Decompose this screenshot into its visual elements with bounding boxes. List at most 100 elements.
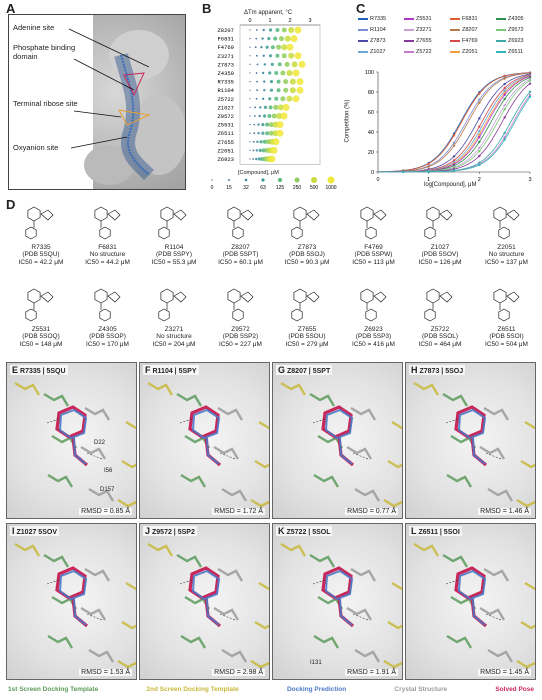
- compound-card: Z2051 No structure IC50 = 137 μM: [474, 202, 540, 266]
- compound-ic50: IC50 = 464 μM: [418, 340, 462, 348]
- pose-rmsd: RMSD = 1.46 Å: [478, 508, 531, 515]
- pose-title: K Z5722 | 5SOL: [276, 526, 333, 536]
- legend-swatch: [404, 51, 414, 53]
- adenine-site-label: Adenine site: [13, 23, 55, 32]
- tm-dot: [258, 114, 261, 118]
- tm-dot: [265, 45, 269, 49]
- tm-dot: [263, 89, 266, 92]
- competition-point: [452, 134, 456, 137]
- panel-letter-b: B: [202, 1, 212, 16]
- legend-label: Z2051: [462, 49, 478, 55]
- compound-ic50: IC50 = 90.3 μM: [284, 258, 330, 266]
- compound-ic50: IC50 = 227 μM: [219, 340, 262, 348]
- size-legend-label: 32: [243, 185, 249, 191]
- compound-ic50: IC50 = 170 μM: [86, 340, 129, 348]
- pose-rmsd: RMSD = 0.77 Å: [345, 508, 398, 515]
- pose-render: [14, 381, 136, 508]
- competition-curve: [378, 78, 531, 173]
- tm-row-label: R7335: [217, 79, 234, 86]
- residue-d157-label: D157: [100, 487, 115, 493]
- compound-card: Z7655 (PDB 5SOU) IC50 = 279 μM: [274, 284, 340, 348]
- competition-point: [528, 79, 532, 82]
- tm-dot: [289, 78, 296, 85]
- tm-dot: [288, 27, 295, 33]
- compound-structure-drawing: [94, 288, 120, 322]
- compound-ic50: IC50 = 113 μM: [352, 258, 395, 266]
- legend-swatch: [358, 18, 368, 20]
- competition-point: [503, 108, 506, 111]
- legend-label: R1104: [370, 27, 386, 33]
- compound-name: R1104: [164, 243, 184, 251]
- compound-name: Z7655: [297, 325, 317, 333]
- docking-pose-panel: I Z1027 5SOV RMSD = 1.53 Å: [6, 523, 137, 680]
- compound-ic50: IC50 = 148 μM: [19, 340, 63, 348]
- panel-letter-d: D: [6, 197, 16, 212]
- legend-swatch: [496, 29, 506, 31]
- legend-swatch: [358, 29, 368, 31]
- compound-card: Z7873 (PDB 5SOJ) IC50 = 90.3 μM: [274, 202, 340, 266]
- compound-card: Z3271 No structure IC50 = 204 μM: [141, 284, 207, 348]
- tm-dot: [280, 70, 286, 76]
- tm-dot: [276, 113, 283, 119]
- competition-point: [503, 138, 506, 141]
- tm-dot: [253, 123, 256, 126]
- pose-compound-pdb: R1104 | 5SPY: [152, 368, 197, 375]
- tm-dot: [275, 53, 280, 58]
- tm-dot: [270, 45, 275, 50]
- tm-dot: [261, 37, 264, 40]
- competition-point: [452, 155, 456, 158]
- size-legend-title: [Compound], μM: [238, 170, 279, 176]
- phosphate-binding-label: Phosphate binding domain: [13, 43, 76, 61]
- competition-panel: R7335 Z5531 F6831 Z4305 R1104 Z3271 Z8207 Z9572…: [345, 10, 540, 190]
- pose-rmsd: RMSD = 0.85 Å: [79, 508, 132, 515]
- size-legend-label: 125: [276, 185, 285, 191]
- tm-dot: [277, 104, 284, 111]
- legend-label: Z6511: [508, 49, 524, 55]
- size-legend-label: 500: [310, 185, 319, 191]
- tm-frame: [239, 24, 321, 165]
- competition-point: [427, 162, 430, 165]
- tm-dot: [274, 71, 279, 75]
- compound-pdb: No structure: [89, 251, 126, 258]
- competition-point: [503, 93, 506, 97]
- compound-card: F6831 No structure IC50 = 44.2 μM: [75, 202, 141, 266]
- tm-row-label: Z9572: [217, 113, 234, 120]
- tm-tick: 0: [248, 18, 251, 24]
- size-legend-dot: [294, 177, 300, 183]
- docking-pose-panel: L Z6511 | 5SOI RMSD = 1.45 Å: [405, 523, 536, 680]
- tm-dot: [249, 158, 251, 160]
- tm-row-label: R1104: [217, 87, 234, 94]
- tm-dot: [252, 140, 255, 143]
- competition-legend-item: Z6511: [496, 49, 523, 55]
- pose-panel-letter: H: [411, 365, 418, 375]
- tm-dot: [262, 114, 267, 118]
- compound-name: Z1027: [430, 243, 450, 251]
- compound-name: F4769: [364, 243, 383, 251]
- tm-dot: [286, 70, 293, 76]
- x-tick-label: 0: [376, 177, 379, 183]
- tm-dot: [272, 138, 280, 146]
- tm-dot: [276, 79, 281, 84]
- competition-point: [478, 117, 481, 120]
- competition-point: [452, 159, 456, 162]
- compound-pdb: (PDB 5SPY): [155, 251, 193, 258]
- compound-pdb: (PDB 5SQU): [22, 251, 60, 258]
- compound-ic50: IC50 = 137 μM: [485, 258, 528, 266]
- tm-dot: [253, 115, 256, 117]
- tm-dot: [292, 95, 300, 103]
- tm-dot: [259, 140, 263, 144]
- tm-dot: [249, 106, 251, 108]
- tm-dot: [267, 114, 272, 118]
- compound-structure-drawing: [25, 288, 54, 322]
- competition-point: [427, 165, 430, 168]
- compound-ic50: IC50 = 416 μM: [352, 340, 395, 348]
- tm-dot: [249, 98, 251, 100]
- tm-row-label: Z4350: [217, 70, 234, 77]
- compound-ic50: IC50 = 42.2 μM: [18, 258, 64, 266]
- tm-dot: [275, 28, 280, 32]
- tm-dot: [298, 60, 306, 68]
- compound-structure-drawing: [424, 206, 453, 240]
- tm-dot: [294, 26, 302, 34]
- tm-dot: [249, 132, 251, 134]
